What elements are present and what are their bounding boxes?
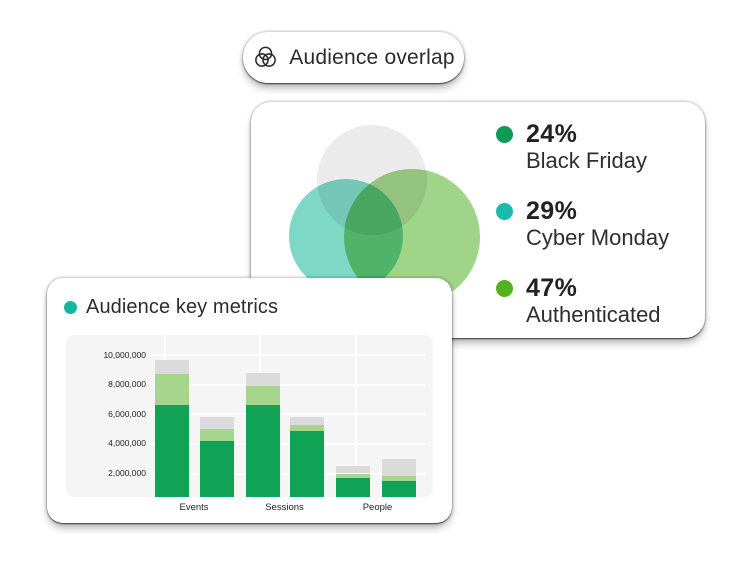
bar-segment-light-green [155, 374, 189, 406]
bar-segment-primary-green [336, 477, 370, 497]
bar-segment-light-green [200, 429, 234, 441]
bar-segment-gray [155, 359, 189, 375]
legend-label: Authenticated [526, 302, 661, 327]
x-axis-labels: Events Sessions People [47, 502, 452, 516]
legend-item-cyber-monday: 29% Cyber Monday [496, 198, 669, 251]
bar-segment-gray [246, 372, 280, 387]
legend-dot-icon [496, 126, 513, 143]
bar-segment-gray [336, 466, 370, 474]
bar-segment-gray [290, 417, 324, 425]
h-gridline [150, 442, 425, 445]
h-gridline [150, 383, 425, 386]
venn-diagram-icon [252, 44, 279, 71]
v-gridline [355, 335, 357, 497]
bar-segment-gray [382, 458, 416, 477]
x-axis-tick-label: People [362, 502, 393, 513]
audience-overlap-pill[interactable]: Audience overlap [243, 32, 464, 83]
y-axis-tick-label: 6,000,000 [108, 408, 146, 419]
bar-segment-light-green [246, 386, 280, 406]
x-axis-tick-label: Sessions [265, 502, 304, 513]
legend-text: 29% Cyber Monday [526, 198, 669, 251]
bar-segment-primary-green [246, 405, 280, 497]
bar-segment-light-green [290, 424, 324, 431]
bar-segment-primary-green [290, 430, 324, 497]
legend-percent: 29% [526, 197, 578, 225]
legend-percent: 47% [526, 274, 578, 302]
x-axis-tick-label: Events [179, 502, 209, 513]
h-gridline [150, 472, 425, 475]
bar-segment-gray [200, 417, 234, 430]
bar-segment-primary-green [200, 440, 234, 497]
legend-dot-icon [496, 280, 513, 297]
metrics-title: Audience key metrics [86, 296, 279, 318]
bar-chart-plot-area: 10,000,000 8,000,000 6,000,000 4,000,000 2,0… [66, 335, 433, 497]
metrics-title-row: Audience key metrics [64, 296, 278, 319]
h-gridline [150, 413, 425, 416]
bar-segment-primary-green [382, 480, 416, 497]
overlap-legend: 24% Black Friday 29% Cyber Monday 47% Authent… [496, 121, 669, 328]
bar-segment-primary-green [155, 405, 189, 497]
legend-label: Black Friday [526, 148, 648, 173]
legend-item-black-friday: 24% Black Friday [496, 121, 669, 174]
legend-dot-icon [496, 203, 513, 220]
bar-segment-light-green [382, 476, 416, 481]
metrics-title-dot-icon [64, 301, 77, 314]
pill-label: Audience overlap [289, 45, 455, 69]
legend-text: 47% Authenticated [526, 275, 661, 328]
legend-text: 24% Black Friday [526, 121, 647, 174]
y-axis-tick-label: 4,000,000 [108, 438, 146, 449]
legend-item-authenticated: 47% Authenticated [496, 275, 669, 328]
audience-key-metrics-card: Audience key metrics 10,000,000 8,000,000… [47, 278, 452, 523]
y-axis-tick-label: 2,000,000 [108, 468, 146, 478]
legend-percent: 24% [526, 120, 578, 148]
y-axis-tick-label: 8,000,000 [108, 379, 146, 390]
h-gridline [150, 354, 425, 357]
legend-label: Cyber Monday [526, 225, 670, 250]
y-axis-tick-label: 10,000,000 [103, 349, 146, 360]
bar-segment-light-green [336, 473, 370, 478]
